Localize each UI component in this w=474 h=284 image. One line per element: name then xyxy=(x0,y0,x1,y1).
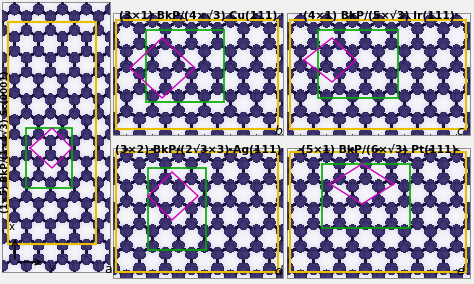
Bar xyxy=(26,128,72,188)
Text: b: b xyxy=(274,125,282,138)
Bar xyxy=(318,30,398,98)
Text: (4×1) BkP/(5×√3) Ir(111): (4×1) BkP/(5×√3) Ir(111) xyxy=(302,10,455,21)
Bar xyxy=(146,30,224,102)
Text: (1×5) BkP/(1×4√3) Sc(0001): (1×5) BkP/(1×4√3) Sc(0001) xyxy=(1,71,10,213)
Bar xyxy=(148,168,206,250)
Bar xyxy=(322,164,410,228)
Text: (5×1) BkP/(6×√3) Pt(111): (5×1) BkP/(6×√3) Pt(111) xyxy=(301,144,456,155)
Bar xyxy=(2,2,110,272)
Bar xyxy=(8,22,96,244)
Text: y: y xyxy=(49,263,55,273)
Text: (3×1) BkP/(4×√3) Cu(111): (3×1) BkP/(4×√3) Cu(111) xyxy=(119,10,277,21)
Text: d: d xyxy=(274,265,282,278)
Text: x: x xyxy=(9,222,15,232)
Bar xyxy=(290,20,466,129)
Bar xyxy=(116,152,278,272)
Bar xyxy=(290,152,466,272)
Bar xyxy=(113,148,283,278)
Text: a: a xyxy=(104,263,112,276)
Bar xyxy=(287,148,470,278)
Bar xyxy=(287,13,470,135)
Bar xyxy=(116,20,278,129)
Text: (3×2) BkP/(2√3×3) Ag(111): (3×2) BkP/(2√3×3) Ag(111) xyxy=(115,144,281,155)
Bar xyxy=(113,13,283,135)
Text: e: e xyxy=(456,265,464,278)
Text: c: c xyxy=(456,125,464,138)
